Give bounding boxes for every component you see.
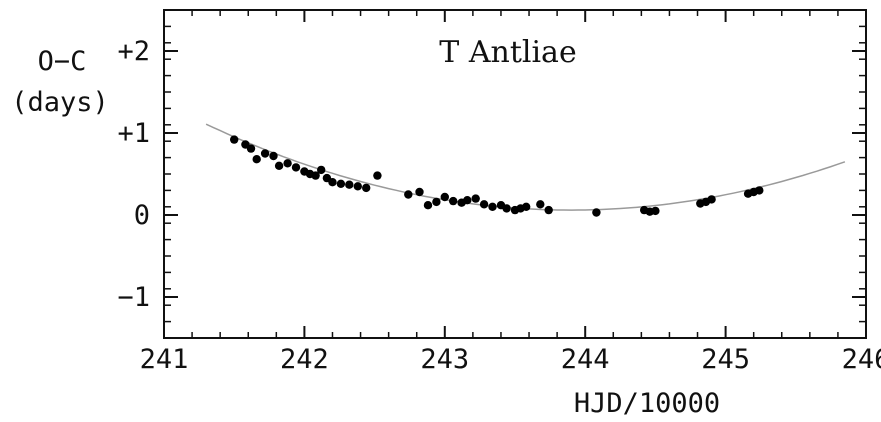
data-point (488, 202, 497, 211)
y-tick-label: 0 (134, 200, 150, 231)
data-point (502, 204, 511, 213)
y-axis-label-line1: O−C (38, 46, 87, 77)
data-point (362, 183, 371, 193)
data-point (415, 187, 424, 197)
data-point (463, 196, 472, 205)
data-point (246, 144, 256, 153)
data-point (252, 155, 261, 164)
data-point (353, 182, 362, 191)
data-point (230, 135, 239, 144)
chart-title: T Antliae (439, 35, 576, 70)
y-tick-labels: +2 +1 0 −1 (117, 36, 150, 313)
data-point (707, 195, 716, 204)
x-tick-label: 246 (842, 344, 881, 375)
data-point (479, 200, 489, 209)
y-ticks (164, 9, 866, 339)
data-point (291, 163, 301, 172)
data-point (651, 206, 660, 216)
y-tick-label: −1 (117, 282, 150, 313)
data-point (544, 205, 553, 215)
x-tick-label: 244 (561, 344, 610, 375)
data-point (536, 200, 545, 209)
data-point (432, 197, 441, 207)
data-point (404, 190, 413, 199)
data-point (423, 201, 433, 210)
x-tick-label: 242 (280, 344, 329, 375)
y-tick-label: +1 (117, 118, 150, 149)
data-point (373, 171, 382, 180)
data-point (592, 208, 601, 217)
x-tick-labels: 241 242 243 244 245 246 (140, 344, 881, 375)
x-axis-label: HJD/10000 (574, 388, 720, 419)
data-point (471, 194, 480, 203)
data-point (311, 171, 320, 180)
x-tick-label: 245 (701, 344, 750, 375)
data-point (328, 178, 337, 187)
x-ticks (163, 10, 867, 338)
data-point (522, 202, 531, 211)
data-points (230, 135, 764, 217)
data-point (449, 196, 458, 206)
data-point (755, 186, 764, 195)
x-tick-label: 241 (140, 344, 189, 375)
y-tick-label: +2 (117, 36, 150, 67)
data-point (440, 192, 449, 202)
data-point (317, 165, 326, 175)
data-point (345, 180, 354, 189)
data-point (274, 161, 284, 170)
y-axis-label-line2: (days) (11, 87, 109, 118)
data-point (336, 179, 346, 188)
x-tick-label: 243 (420, 344, 469, 375)
data-point (283, 159, 292, 168)
data-point (260, 149, 270, 158)
data-point (269, 151, 278, 161)
